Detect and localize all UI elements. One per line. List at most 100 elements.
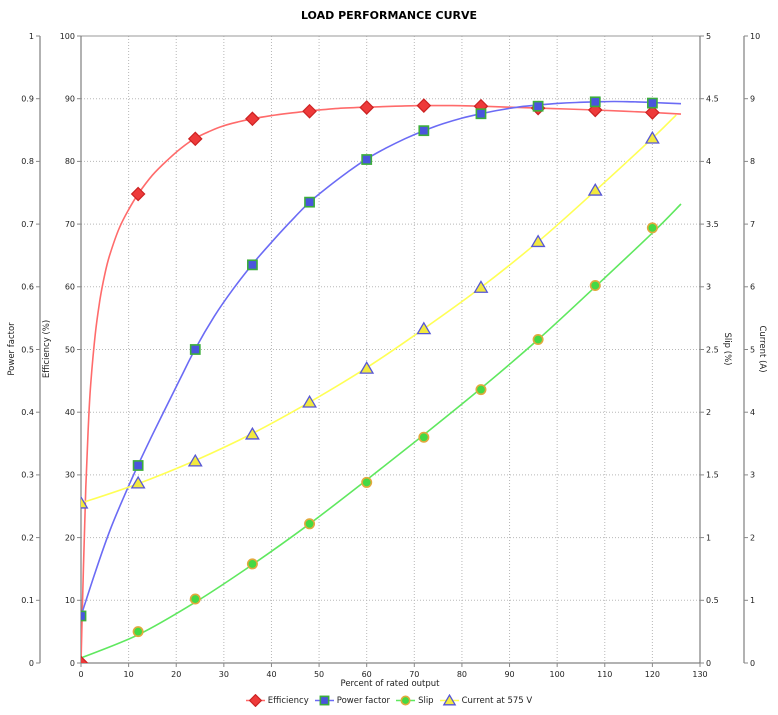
slip-legend-marker [396,695,416,706]
tick-label: 10 [750,32,760,41]
slip-point [532,333,544,345]
tick-label: 0.4 [21,408,34,417]
tick-label: 0 [70,659,75,668]
tick-label: 1 [750,596,755,605]
tick-label: 50 [65,345,75,354]
slip-point [361,476,373,488]
tick-label: 1 [29,32,34,41]
series-layer [81,96,682,663]
power-factor-point [532,100,544,112]
gridlines [81,36,700,663]
tick-label: 10 [65,596,75,605]
tick-label: 20 [171,670,181,679]
legend-label: Current at 575 V [461,695,533,706]
current-at-575-v-point [187,453,203,467]
power-factor-legend-marker [314,695,334,706]
tick-label: 80 [65,157,75,166]
legend-item-slip: Slip [396,694,434,707]
power-factor-point [475,108,487,120]
legend-item-power-factor: Power factor [314,694,391,707]
efficiency-point [245,111,260,127]
slip-point [589,280,601,292]
power-factor-point [247,259,258,271]
tick-label: 0.6 [21,283,34,292]
current-at-575-v-point [244,426,260,440]
tick-label: 0.9 [21,95,34,104]
legend-label: Power factor [336,695,391,706]
tick-label: 130 [692,670,707,679]
power-factor-point [646,97,658,109]
legend-marker-glyph [442,694,456,706]
tick-label: 10 [124,670,134,679]
tick-label: 80 [457,670,467,679]
tick-label: 30 [219,670,229,679]
tick-label: 0 [78,670,83,679]
tick-label: 100 [550,670,565,679]
slip-point [189,593,201,605]
slip-point [132,626,144,638]
legend-label: Slip [418,695,434,706]
tick-label: 60 [65,283,75,292]
tick-label: 120 [645,670,660,679]
tick-label: 4 [750,408,755,417]
tick-label: 70 [65,220,75,229]
tick-label: 0 [706,659,711,668]
current-at-575-v-curve [81,114,677,504]
tick-label: 1.5 [706,471,719,480]
tick-label: 4.5 [706,95,719,104]
tick-label: 8 [750,157,755,166]
slip-point [418,431,430,443]
tick-label: 2 [750,533,755,542]
legend-label: Efficiency [267,695,309,706]
slip-point [246,558,258,570]
power-factor-point [418,125,430,137]
slip-point [646,222,658,234]
efficiency-point [359,100,375,115]
tick-label: 2.5 [706,345,719,354]
slip-curve [81,203,682,659]
current-at-575-v-point [130,475,146,489]
tick-label: 4 [706,157,711,166]
tick-label: 0.8 [21,157,34,166]
efficiency-point [302,103,317,119]
current-at-575-v-point [81,495,89,509]
efficiency-curve [81,104,682,663]
tick-label: 6 [750,283,755,292]
power-factor-point [589,96,601,108]
plot-area: 00.10.20.30.40.50.60.70.80.9101020304050… [21,32,760,679]
tick-label: 5 [706,32,711,41]
tick-label: 0 [750,659,755,668]
tick-label: 3 [750,471,755,480]
slip-point [475,384,487,396]
tick-label: 2 [706,408,711,417]
tick-label: 5 [750,345,755,354]
power-factor-curve [81,100,682,617]
power-factor-point [132,460,144,471]
tick-label: 1 [706,533,711,542]
tick-label: 40 [65,408,75,417]
axes: 00.10.20.30.40.50.60.70.80.9101020304050… [21,32,760,679]
legend-item-efficiency: Efficiency [245,694,309,707]
current-legend-marker [439,694,459,706]
chart-title: LOAD PERFORMANCE CURVE [300,9,478,22]
efficiency-point [81,655,89,663]
efficiency-point [130,186,146,202]
power-factor-point [189,344,201,355]
legend-marker-glyph [319,695,330,706]
tick-label: 7 [750,220,755,229]
tick-label: 110 [597,670,612,679]
tick-label: 50 [314,670,324,679]
tick-label: 60 [362,670,372,679]
current-at-575-v-point [530,234,546,248]
tick-label: 90 [504,670,514,679]
current-at-575-v-point [473,280,489,293]
power-factor-point [361,154,373,165]
tick-label: 0.5 [21,345,34,354]
efficiency-point [187,131,203,147]
tick-label: 3 [706,283,711,292]
tick-label: 0.1 [21,596,34,605]
tick-label: 90 [65,95,75,104]
tick-label: 100 [60,32,75,41]
current-at-575-v-point [359,361,375,374]
